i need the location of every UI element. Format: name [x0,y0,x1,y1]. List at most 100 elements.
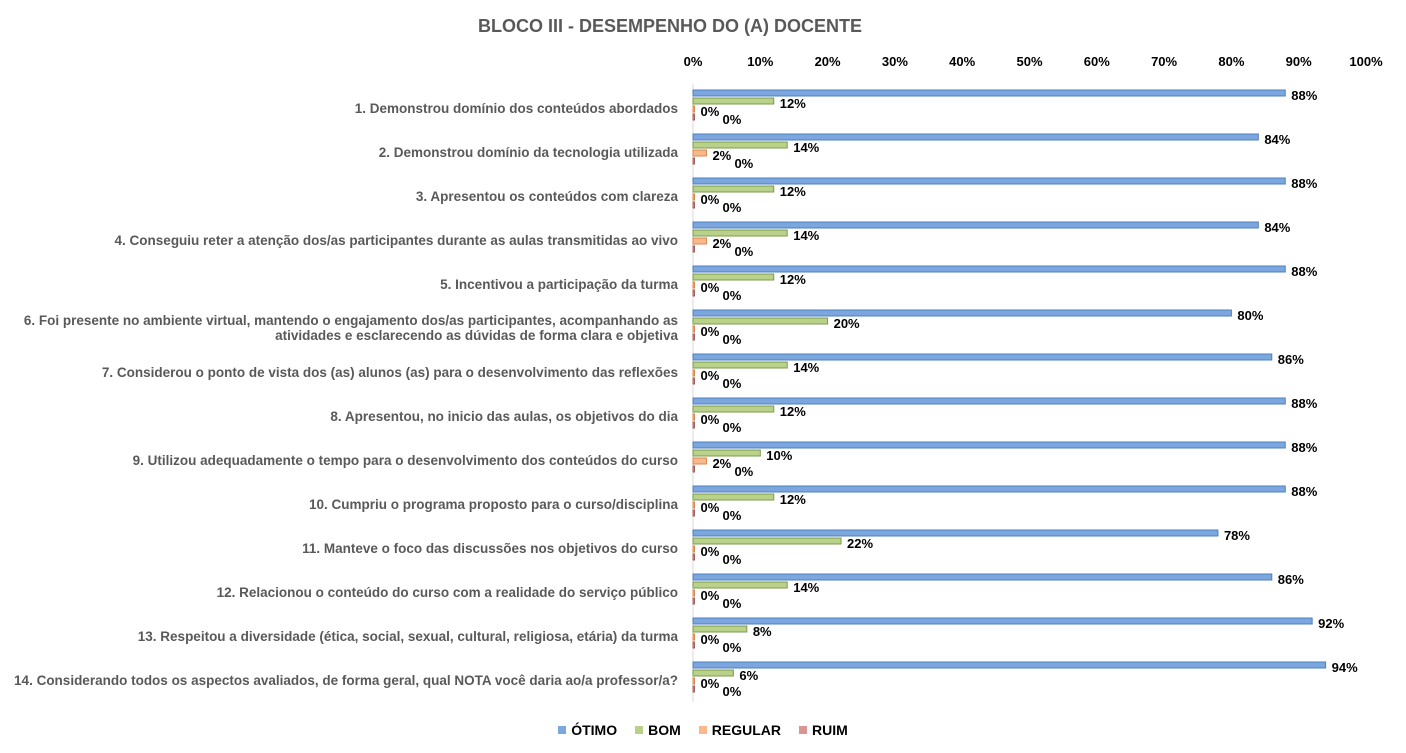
bar-regular [692,545,695,553]
data-label: 0% [701,368,720,383]
bar-ruim [692,421,695,429]
data-label: 0% [723,288,742,303]
data-label: 0% [701,676,720,691]
x-tick-label: 10% [747,54,773,69]
category-label: 1. Demonstrou domínio dos conteúdos abor… [2,86,678,130]
bar-bom [692,361,788,369]
x-tick-label: 0% [684,54,703,69]
data-label: 6% [739,668,758,683]
category-label-text: 1. Demonstrou domínio dos conteúdos abor… [354,100,678,116]
bar-ruim [692,553,695,561]
bar-bom [692,97,775,105]
data-label: 10% [766,448,792,463]
bar-ruim [692,113,695,121]
chart-title: BLOCO III - DESEMPENHO DO (A) DOCENTE [477,16,862,36]
legend-item: BOM [635,722,681,738]
data-label: 88% [1291,88,1317,103]
bar-ruim [692,157,695,165]
bar-ruim [692,289,695,297]
data-label: 78% [1224,528,1250,543]
data-label: 2% [712,148,731,163]
bar-bom [692,229,788,237]
bar-ótimo [692,441,1286,449]
data-label: 0% [723,112,742,127]
bar-regular [692,325,695,333]
data-label: 12% [780,404,806,419]
category-label-text: 9. Utilizou adequadamente o tempo para o… [132,452,678,468]
x-tick-label: 50% [1016,54,1042,69]
category-label: 5. Incentivou a participação da turma [2,262,678,306]
bar-ótimo [692,265,1286,273]
bar-bom [692,669,734,677]
bar-ótimo [692,529,1219,537]
data-label: 94% [1332,660,1358,675]
category-label: 6. Foi presente no ambiente virtual, man… [2,306,678,350]
data-label: 84% [1264,220,1290,235]
data-label: 0% [734,156,753,171]
category-label-text: 12. Relacionou o conteúdo do curso com a… [216,584,678,600]
x-tick-label: 80% [1218,54,1244,69]
category-label: 2. Demonstrou domínio da tecnologia util… [2,130,678,174]
bar-ótimo [692,353,1273,361]
legend-item: RUIM [799,722,848,738]
bar-ótimo [692,177,1286,185]
data-label: 92% [1318,616,1344,631]
data-label: 12% [780,492,806,507]
bar-ótimo [692,661,1327,669]
category-label-text: 6. Foi presente no ambiente virtual, man… [23,313,678,343]
bar-regular [692,369,695,377]
data-label: 86% [1278,352,1304,367]
category-label: 11. Manteve o foco das discussões nos ob… [2,526,678,570]
category-label: 10. Cumpriu o programa proposto para o c… [2,482,678,526]
data-label: 0% [723,596,742,611]
legend-swatch [698,726,707,734]
data-label: 84% [1264,132,1290,147]
category-label: 8. Apresentou, no inicio das aulas, os o… [2,394,678,438]
x-tick-label: 70% [1151,54,1177,69]
data-label: 22% [847,536,873,551]
category-label: 4. Conseguiu reter a atenção dos/as part… [2,218,678,262]
data-label: 12% [780,96,806,111]
bar-bom [692,449,761,457]
data-label: 0% [723,200,742,215]
data-label: 14% [793,228,819,243]
data-label: 0% [723,376,742,391]
category-label-text: 14. Considerando todos os aspectos avali… [14,672,678,688]
data-label: 88% [1291,264,1317,279]
category-label-text: 3. Apresentou os conteúdos com clareza [415,188,678,204]
data-label: 0% [701,500,720,515]
legend-swatch [558,726,567,734]
bar-regular [692,237,707,245]
bar-regular [692,589,695,597]
data-label: 80% [1237,308,1263,323]
bar-regular [692,149,707,157]
data-label: 20% [834,316,860,331]
legend-label: ÓTIMO [571,722,618,738]
data-label: 0% [723,332,742,347]
bar-bom [692,581,788,589]
category-label-text: 10. Cumpriu o programa proposto para o c… [308,496,678,512]
data-label: 0% [701,588,720,603]
category-label-text: 4. Conseguiu reter a atenção dos/as part… [114,232,678,248]
data-label: 0% [734,464,753,479]
bar-ótimo [692,397,1286,405]
x-tick-label: 100% [1349,54,1383,69]
bar-ruim [692,201,695,209]
data-label: 88% [1291,176,1317,191]
bar-ótimo [692,89,1286,97]
legend-swatch [799,726,807,734]
bar-bom [692,405,775,413]
data-label: 12% [780,184,806,199]
bar-bom [692,537,842,545]
legend-item: ÓTIMO [558,722,617,738]
data-label: 86% [1278,572,1304,587]
legend-label: REGULAR [711,722,781,738]
data-label: 0% [723,684,742,699]
category-label: 3. Apresentou os conteúdos com clareza [2,174,678,218]
bar-ruim [692,465,695,473]
legend-label: BOM [648,722,681,738]
bar-bom [692,185,775,193]
category-label: 14. Considerando todos os aspectos avali… [2,658,678,702]
data-label: 14% [793,140,819,155]
